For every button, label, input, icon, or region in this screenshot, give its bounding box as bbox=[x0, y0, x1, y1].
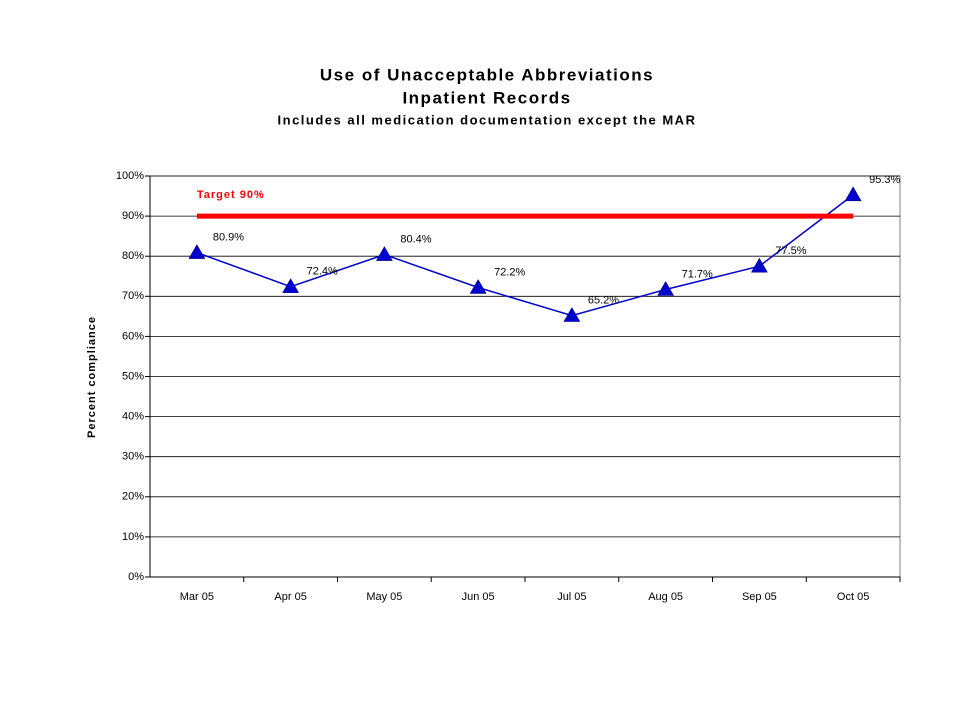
data-point bbox=[657, 280, 675, 296]
y-tick-label: 40% bbox=[122, 411, 144, 423]
x-tick-label: May 05 bbox=[366, 591, 402, 603]
y-tick-label: 80% bbox=[122, 250, 144, 262]
x-tick-label: Oct 05 bbox=[837, 591, 869, 603]
y-axis-label: Percent compliance bbox=[86, 316, 98, 438]
data-point bbox=[188, 244, 206, 259]
chart-note: Includes all medication documentation ex… bbox=[278, 112, 697, 127]
y-tick-label: 90% bbox=[122, 210, 144, 222]
data-point bbox=[844, 186, 862, 202]
chart-subtitle: Inpatient Records bbox=[402, 88, 571, 107]
y-tick-label: 30% bbox=[122, 451, 144, 463]
data-label: 95.3% bbox=[869, 174, 900, 186]
data-label: 72.4% bbox=[307, 266, 338, 278]
data-point bbox=[282, 278, 300, 293]
y-tick-label: 60% bbox=[122, 330, 144, 342]
y-tick-label: 20% bbox=[122, 491, 144, 503]
y-tick-label: 10% bbox=[122, 531, 144, 543]
y-tick-label: 50% bbox=[122, 370, 144, 382]
x-tick-label: Sep 05 bbox=[742, 591, 777, 603]
y-tick-label: 100% bbox=[116, 170, 144, 182]
data-label: 71.7% bbox=[682, 268, 713, 280]
y-tick-label: 0% bbox=[128, 571, 144, 583]
data-point bbox=[563, 307, 581, 322]
x-tick-label: Jun 05 bbox=[462, 591, 495, 603]
data-point bbox=[375, 246, 393, 261]
data-label: 72.2% bbox=[494, 266, 525, 278]
data-label: 80.4% bbox=[400, 234, 431, 246]
x-tick-label: Jul 05 bbox=[557, 591, 586, 603]
x-tick-label: Apr 05 bbox=[274, 591, 306, 603]
data-line bbox=[196, 194, 854, 317]
y-tick-label: 70% bbox=[122, 290, 144, 302]
x-tick-label: Mar 05 bbox=[180, 591, 214, 603]
data-label: 65.2% bbox=[588, 294, 619, 306]
data-point bbox=[750, 257, 768, 273]
target-label: Target 90% bbox=[197, 189, 265, 201]
data-label: 80.9% bbox=[213, 231, 244, 243]
data-label: 77.5% bbox=[775, 245, 806, 257]
chart-title: Use of Unacceptable Abbreviations bbox=[320, 65, 654, 84]
data-point bbox=[469, 278, 487, 294]
x-tick-label: Aug 05 bbox=[648, 591, 683, 603]
